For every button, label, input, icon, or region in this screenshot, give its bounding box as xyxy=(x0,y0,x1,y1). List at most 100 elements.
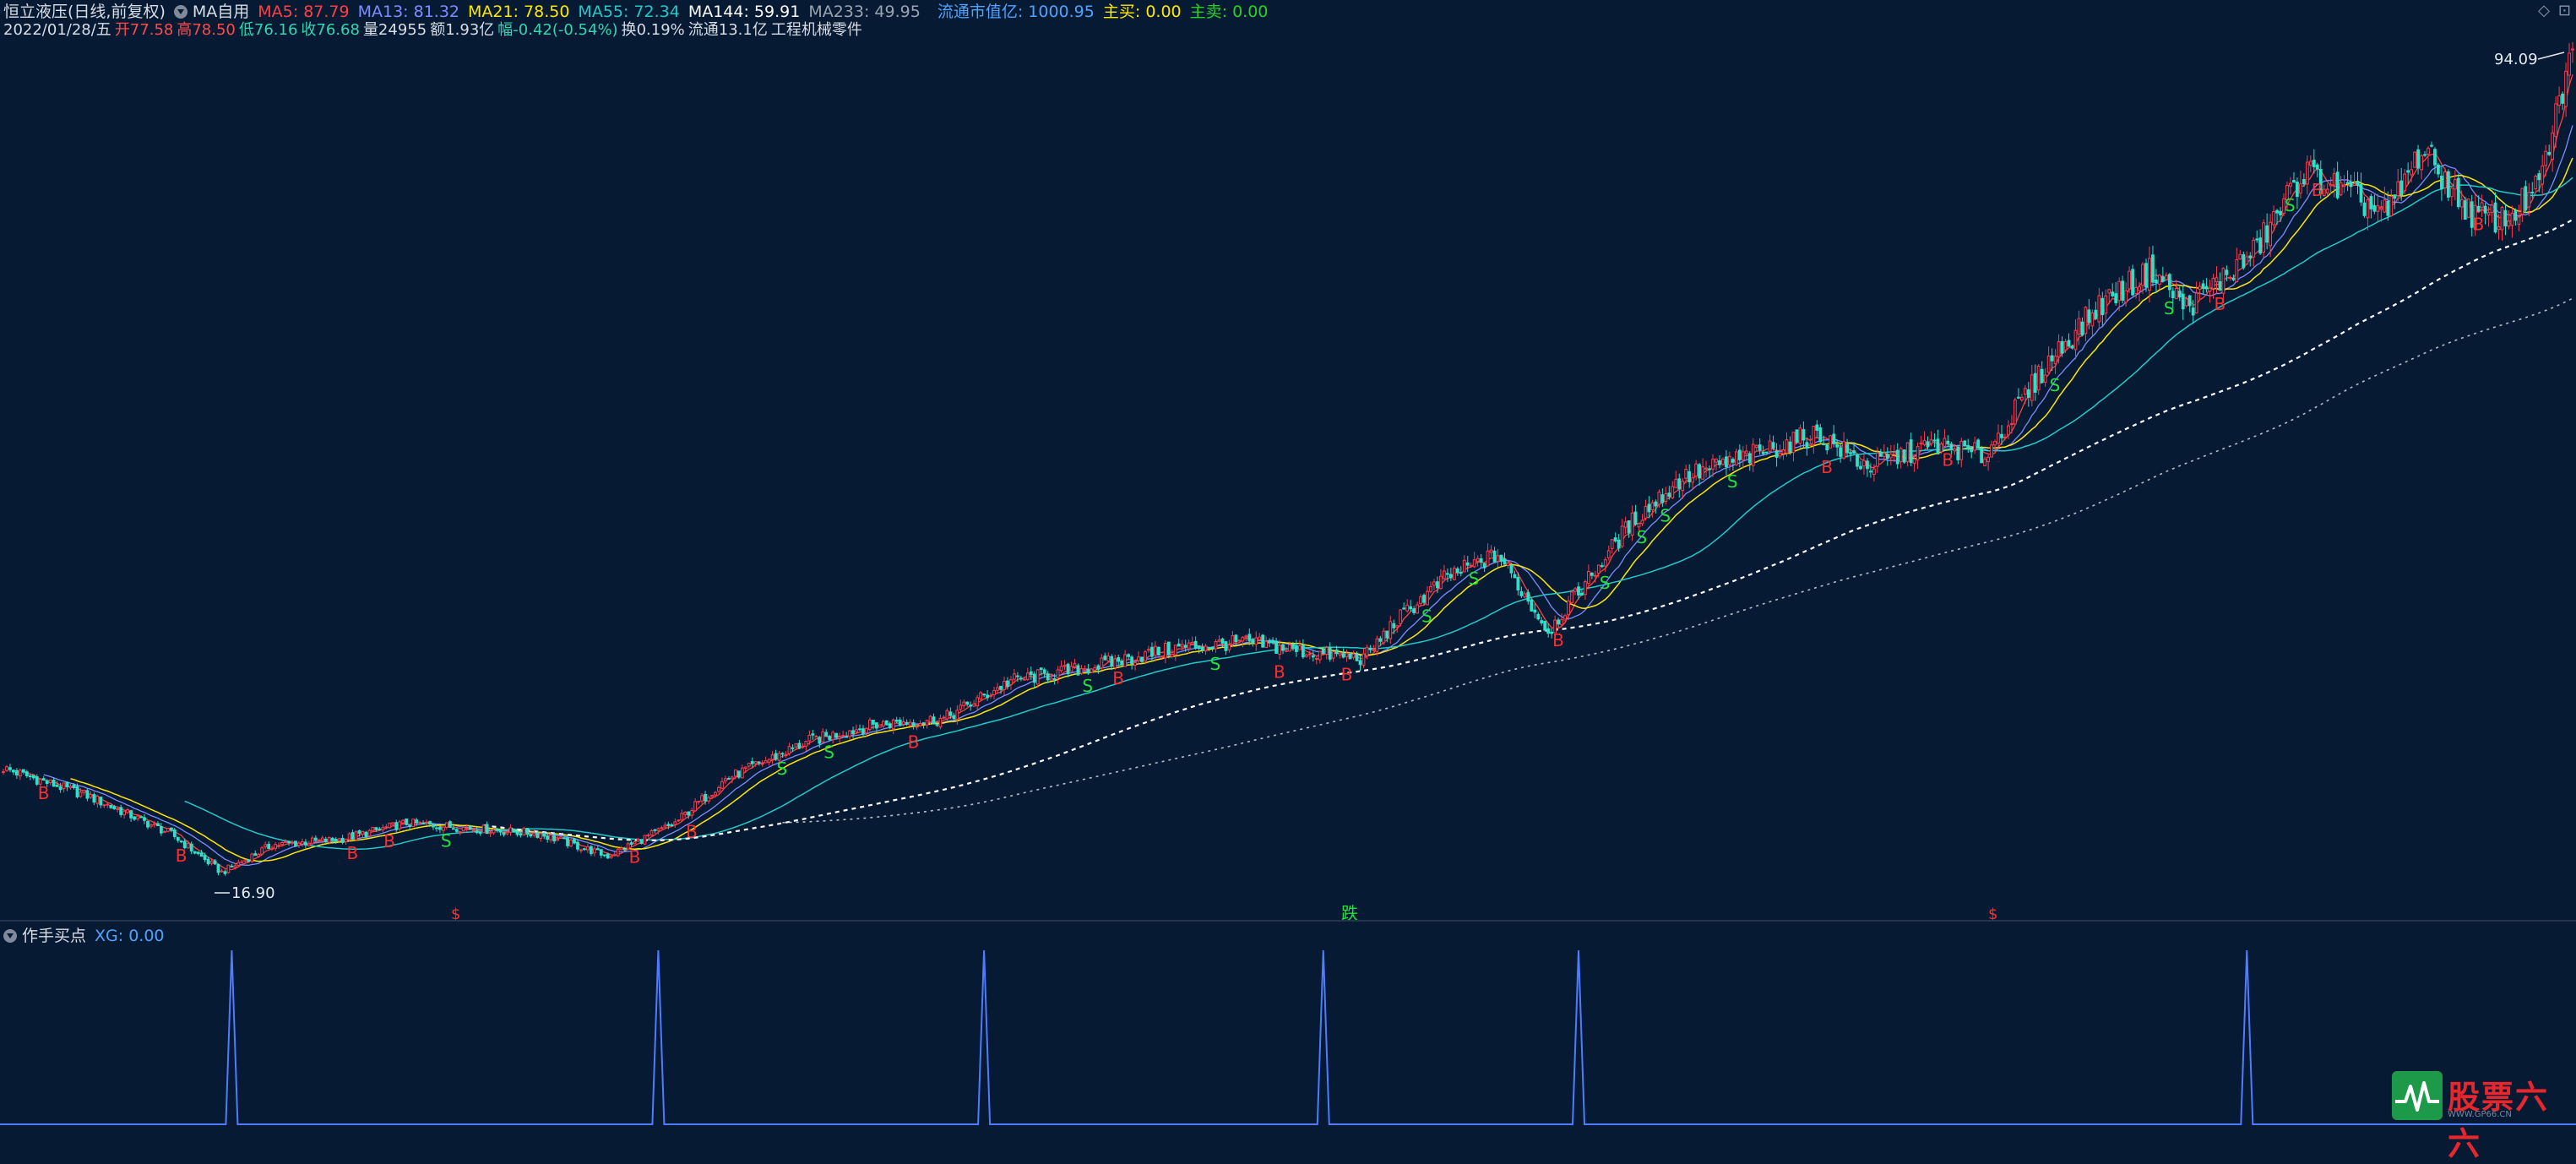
candle xyxy=(351,829,355,840)
buy-signal: B xyxy=(686,821,698,841)
candle xyxy=(1120,658,1124,667)
candle xyxy=(65,781,69,791)
restore-icon[interactable]: ⊡ xyxy=(2557,2,2571,19)
candle xyxy=(1241,636,1245,648)
candle xyxy=(774,749,778,761)
candle xyxy=(405,819,409,826)
candle xyxy=(868,717,872,732)
candle xyxy=(1144,650,1147,665)
candle xyxy=(1291,641,1295,651)
candle xyxy=(196,851,200,856)
sub-indicator-menu[interactable]: 作手买点 xyxy=(3,927,86,945)
candle xyxy=(1462,555,1466,573)
candle xyxy=(1734,449,1738,466)
indicator-menu[interactable]: MA自用 xyxy=(173,3,249,21)
candle xyxy=(401,819,405,826)
candle xyxy=(1331,650,1335,662)
candle xyxy=(1375,635,1379,656)
watermark-logo: 股票六六 WWW.GP66.CN xyxy=(2392,1071,2569,1162)
candle xyxy=(1691,472,1695,491)
candle xyxy=(2026,382,2030,407)
candle xyxy=(340,835,345,845)
candle xyxy=(2524,180,2528,214)
candle xyxy=(2155,269,2158,293)
candle xyxy=(153,821,156,829)
candle xyxy=(2201,280,2205,295)
dropdown-icon[interactable] xyxy=(173,5,187,19)
candle xyxy=(2164,272,2168,280)
candle xyxy=(415,818,418,826)
candle xyxy=(2269,214,2273,258)
candle xyxy=(546,834,550,843)
candle xyxy=(1963,439,1967,447)
candle xyxy=(1747,451,1752,471)
candle xyxy=(2551,125,2555,172)
candle xyxy=(1878,449,1883,457)
candle xyxy=(938,715,943,730)
candle xyxy=(408,824,412,829)
candle xyxy=(45,779,49,787)
candle xyxy=(1160,655,1164,661)
candle xyxy=(1922,431,1927,447)
candle xyxy=(2248,252,2253,267)
candle xyxy=(384,824,389,829)
sub-panel-name: 作手买点 xyxy=(22,927,87,945)
candle xyxy=(848,729,851,741)
candle xyxy=(1177,639,1181,647)
candle xyxy=(1567,596,1570,621)
candle xyxy=(1506,560,1510,569)
candle xyxy=(2252,237,2256,267)
candle xyxy=(2500,205,2504,241)
candle xyxy=(2534,174,2538,191)
candle xyxy=(1600,562,1604,568)
candle xyxy=(2345,170,2350,192)
candle xyxy=(2470,194,2474,237)
max-price-label: 94.09 xyxy=(2494,51,2538,68)
candle xyxy=(1698,462,1702,486)
candle xyxy=(928,715,932,725)
candle xyxy=(129,809,133,822)
candle xyxy=(2493,192,2497,234)
candle xyxy=(643,835,647,846)
candle xyxy=(687,811,691,819)
candle xyxy=(2258,229,2263,255)
sell-signal: S xyxy=(1600,573,1611,593)
candle xyxy=(1644,499,1648,521)
candle xyxy=(149,824,153,829)
dropdown-icon[interactable] xyxy=(3,929,17,943)
candle xyxy=(1224,640,1228,655)
candle xyxy=(317,839,321,843)
candle xyxy=(1993,439,1997,454)
candle xyxy=(1052,673,1057,685)
candle xyxy=(2433,147,2437,174)
candle xyxy=(2449,185,2454,207)
candle xyxy=(1123,650,1128,667)
candle xyxy=(425,819,428,826)
candle xyxy=(1150,642,1154,662)
candle xyxy=(740,764,744,779)
candle xyxy=(1983,456,1987,467)
candle xyxy=(1657,489,1661,508)
candle xyxy=(690,808,694,819)
candle xyxy=(435,824,438,832)
buy-signal: B xyxy=(2473,215,2485,235)
candle xyxy=(529,834,533,838)
candle xyxy=(834,732,839,740)
candle xyxy=(1157,646,1160,656)
candle xyxy=(1869,463,1872,478)
candle xyxy=(1856,454,1859,470)
candle xyxy=(2279,207,2282,222)
candle xyxy=(1902,449,1906,465)
market-cap: 流通市值亿: 1000.95 xyxy=(937,3,1095,21)
buy-point-indicator[interactable] xyxy=(0,942,2576,1128)
candle xyxy=(75,783,79,799)
diamond-icon[interactable]: ◇ xyxy=(2538,2,2550,19)
candle xyxy=(1875,447,1879,473)
candle xyxy=(82,789,86,796)
candle xyxy=(1426,586,1429,606)
candle xyxy=(1083,665,1087,672)
ma-item-0: MA5: 87.79 xyxy=(258,3,350,21)
logo-url: WWW.GP66.CN xyxy=(2448,1110,2512,1119)
candle xyxy=(1774,443,1779,467)
